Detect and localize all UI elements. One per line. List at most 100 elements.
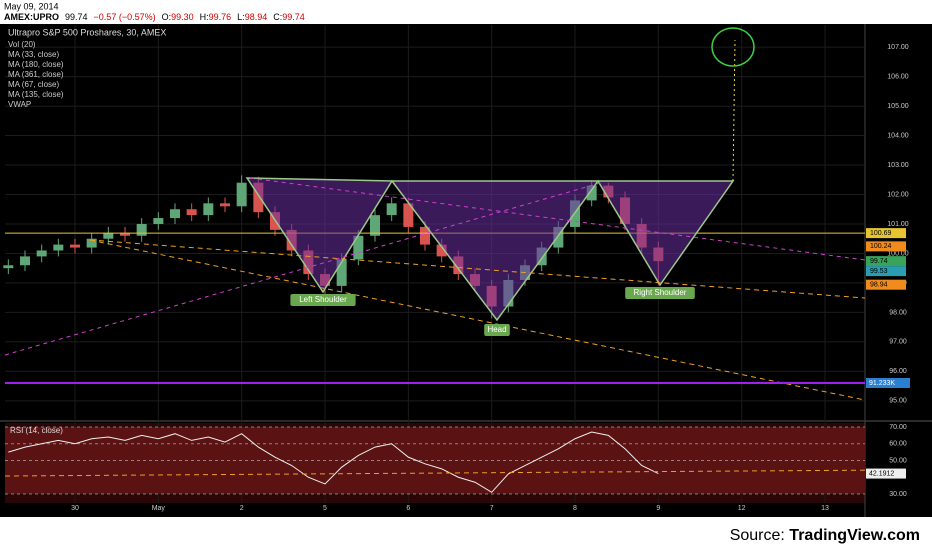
candle-body: [236, 182, 247, 207]
annotation: Head: [487, 325, 506, 334]
ohlc-value: 99.74: [282, 12, 305, 22]
y-tick-label: 95.00: [889, 398, 907, 405]
x-tick-label: 13: [821, 505, 829, 512]
price-tag: [866, 266, 906, 277]
trend-line: [89, 239, 866, 299]
rsi-tag-label: 42.1912: [869, 470, 894, 477]
x-tick-label: 12: [738, 505, 746, 512]
y-tick-label: 104.00: [887, 132, 909, 139]
ohlc-label: C:: [273, 12, 282, 22]
rsi-trend-line: [4, 469, 891, 477]
rsi-line: [8, 431, 659, 493]
chart-title: Ultrapro S&P 500 Proshares, 30, AMEX: [8, 27, 166, 37]
target-circle: [711, 27, 755, 67]
source-prefix: Source:: [730, 527, 790, 544]
ohlc-value: 98.94: [245, 12, 268, 22]
x-tick-label: 8: [573, 505, 577, 512]
y-tick-label: 70.00: [889, 424, 907, 431]
indicator-label: MA (180, close): [8, 60, 64, 69]
ohlc-value: 99.30: [171, 12, 194, 22]
candle-body: [586, 185, 597, 201]
ohlc-label: H:: [200, 12, 209, 22]
indicator-label: MA (33, close): [8, 50, 59, 59]
date: May 09, 2014: [4, 1, 59, 11]
indicator-label: MA (361, close): [8, 70, 64, 79]
candle-body: [3, 265, 14, 269]
candle-body: [336, 259, 347, 286]
candle-body: [436, 244, 447, 257]
y-tick-label: 105.00: [887, 103, 909, 110]
volume-tag: [866, 378, 910, 388]
candle-body: [103, 232, 114, 239]
head-shoulders-pattern: [245, 177, 735, 322]
price-tag: [866, 228, 906, 239]
indicator-label: VWAP: [8, 100, 31, 109]
y-tick-label: 106.00: [887, 73, 909, 80]
candle-body: [20, 256, 30, 266]
price-plot: [3, 25, 865, 503]
rsi-tag: [866, 468, 906, 479]
candle-body: [136, 223, 147, 236]
x-tick-label: 30: [71, 505, 79, 512]
annotation: Left Shoulder: [299, 295, 347, 304]
ohlc-label: L:: [237, 12, 245, 22]
price-tag-label: 100.69: [870, 230, 892, 237]
candle-body: [420, 226, 430, 245]
candle-body: [153, 218, 164, 224]
annotation: Right Shoulder: [634, 288, 687, 297]
change: −0.57 (−0.57%): [94, 12, 156, 22]
candle-body: [186, 209, 197, 216]
x-tick-label: 9: [656, 505, 660, 512]
volume-tag-label: 91.233K: [869, 380, 895, 387]
source-name: TradingView.com: [789, 527, 920, 544]
candle-body: [36, 250, 47, 257]
candle-body: [70, 244, 80, 248]
symbol: AMEX:UPRO: [4, 12, 59, 22]
annotation-box: [625, 287, 695, 299]
candle-body: [203, 203, 214, 216]
x-tick-label: 7: [490, 505, 494, 512]
y-tick-label: 102.00: [887, 191, 909, 198]
indicator-label: Vol (20): [8, 40, 36, 49]
y-tick-label: 96.00: [889, 368, 907, 375]
x-tick-label: May: [152, 505, 166, 512]
x-tick-label: 6: [406, 505, 410, 512]
x-tick-label: 2: [240, 505, 244, 512]
y-tick-label: 98.00: [889, 309, 907, 316]
price-tag-label: 99.53: [870, 268, 888, 275]
indicator-label: MA (135, close): [8, 90, 64, 99]
price-tag: [866, 241, 906, 252]
ohlc-label: O:: [162, 12, 172, 22]
annotation-box: [484, 324, 510, 336]
quote-line: AMEX:UPRO 99.74 −0.57 (−0.57%) O:99.30 H:99.…: [4, 12, 305, 22]
candle-body: [403, 203, 414, 227]
candle-body: [53, 244, 64, 251]
y-tick-label: 60.00: [889, 441, 907, 448]
trend-line: [89, 239, 866, 401]
y-tick-label: 101.00: [887, 221, 909, 228]
y-tick-label: 50.00: [889, 457, 907, 464]
price-tag: [866, 279, 906, 290]
price-tag-label: 99.74: [870, 258, 888, 265]
ohlc-value: 99.76: [209, 12, 232, 22]
y-tick-label: 97.00: [889, 339, 907, 346]
y-tick-label: 103.00: [887, 162, 909, 169]
candle-body: [220, 203, 230, 207]
y-tick-label: 30.00: [889, 491, 907, 498]
candle-body: [170, 209, 180, 219]
indicator-label: MA (67, close): [8, 80, 59, 89]
target-line: [732, 39, 736, 182]
y-tick-label: 107.00: [887, 44, 909, 51]
source: Source: TradingView.com: [730, 527, 920, 544]
x-tick-label: 5: [323, 505, 327, 512]
candle-body: [386, 203, 397, 216]
y-tick-label: 100.00: [887, 250, 909, 257]
candle-body: [253, 182, 264, 213]
rsi-title: RSI (14, close): [10, 426, 63, 435]
candle-body: [553, 226, 564, 248]
price-tag-label: 98.94: [870, 282, 888, 289]
candle-body: [86, 238, 97, 248]
overlays: 95.0096.0097.0098.0099.00100.00101.00102…: [8, 40, 910, 512]
